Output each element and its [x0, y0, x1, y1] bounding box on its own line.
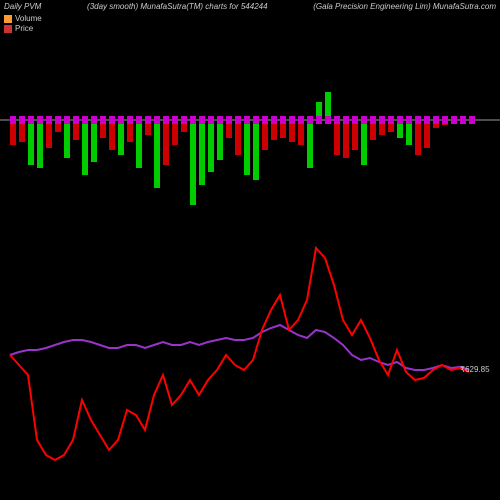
- chart-canvas: [0, 0, 500, 500]
- current-price-label: ₹629.85: [460, 365, 490, 374]
